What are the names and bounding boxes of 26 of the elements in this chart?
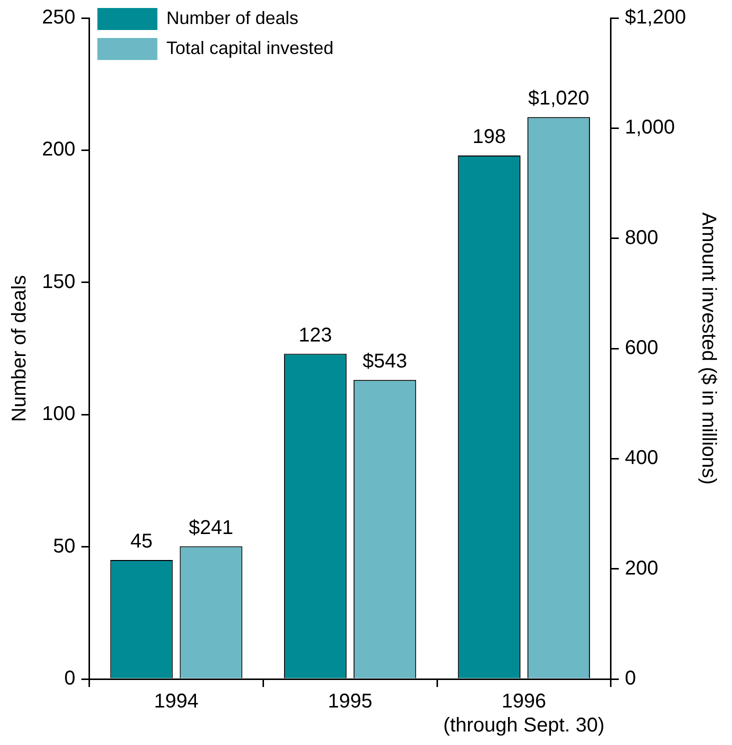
data-label: $543 [362, 350, 408, 372]
y-axis-title: Number of deals [8, 275, 31, 422]
x-tick-label: 1996 (through Sept. 30) [443, 690, 605, 737]
y2-tick-label: 600 [624, 337, 658, 360]
data-label: 123 [298, 324, 332, 346]
y2-tick-label: 400 [624, 447, 658, 470]
y2-tick-label: 200 [624, 557, 658, 580]
data-label: $1,020 [528, 88, 590, 110]
y-tick-label: 50 [53, 535, 76, 558]
y-tick-label: 200 [42, 138, 76, 161]
y-tick-label: 0 [64, 668, 76, 690]
y2-tick-label: 1,000 [624, 116, 675, 139]
y2-tick-label: 800 [624, 226, 658, 249]
y-tick-label: 250 [42, 6, 76, 29]
x-tick-label: 1994 [154, 690, 199, 713]
y2-tick-label: $1,200 [624, 6, 686, 29]
legend-label: Total capital invested [166, 38, 334, 58]
data-label: 45 [130, 530, 153, 553]
x-tick-label: 1995 [328, 690, 372, 713]
y-tick-label: 100 [42, 403, 76, 426]
y-tick-label: 150 [42, 270, 76, 293]
data-label: $241 [188, 516, 234, 539]
y2-axis-title: Amount invested ($ in millions) [697, 212, 720, 485]
data-label: 198 [472, 126, 506, 148]
y2-tick-label: 0 [624, 668, 636, 690]
legend-label: Number of deals [166, 8, 298, 28]
